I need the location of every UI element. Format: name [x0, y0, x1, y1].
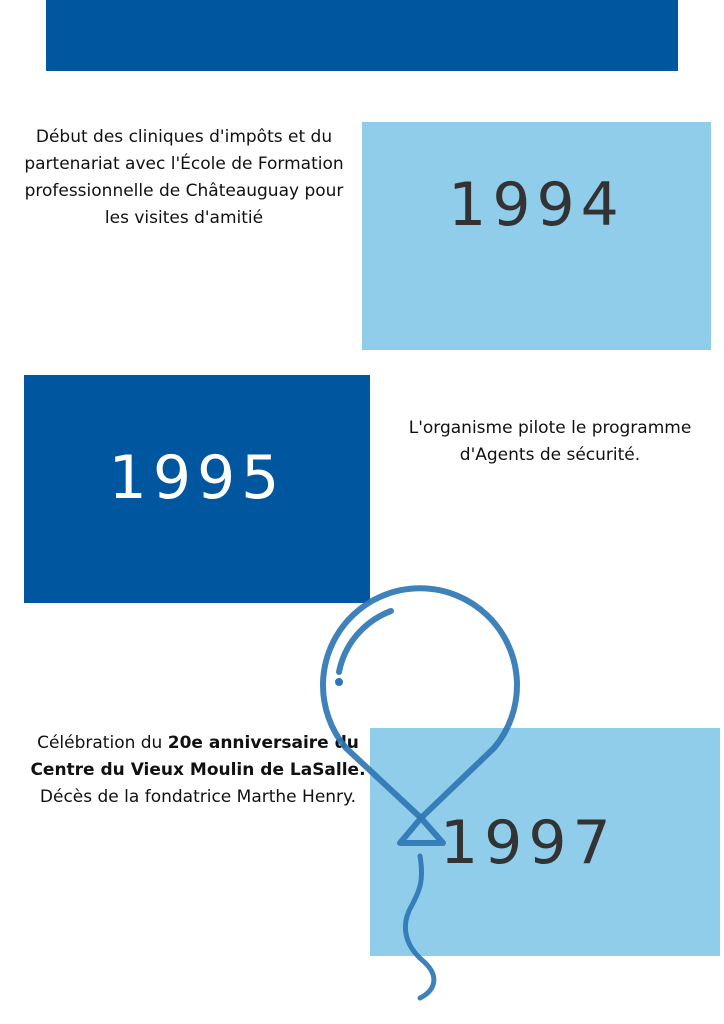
timeline-1995-year: 1995 [108, 443, 286, 513]
timeline-1994-year-box: 1994 [362, 122, 711, 350]
timeline-1997-year-box: 1997 [370, 728, 720, 956]
header-banner [46, 0, 678, 71]
description-bold-text: 20e anniversaire du Centre du Vieux Moul… [30, 733, 366, 780]
description-text: Décès de la fondatrice Marthe Henry. [39, 787, 357, 807]
timeline-1997-description: Célébration du 20e anniversaire du Centr… [28, 730, 368, 811]
description-text: Célébration du [37, 733, 168, 753]
balloon-highlight-dot [335, 678, 343, 686]
balloon-highlight [336, 608, 394, 675]
timeline-1995-description: L'organisme pilote le programme d'Agents… [408, 418, 692, 465]
timeline-1995-year-box: 1995 [24, 375, 370, 603]
timeline-1994-description: Début des cliniques d'impôts et du parte… [24, 127, 344, 228]
timeline-1994-year: 1994 [448, 170, 625, 240]
timeline-1997-year: 1997 [440, 808, 617, 878]
